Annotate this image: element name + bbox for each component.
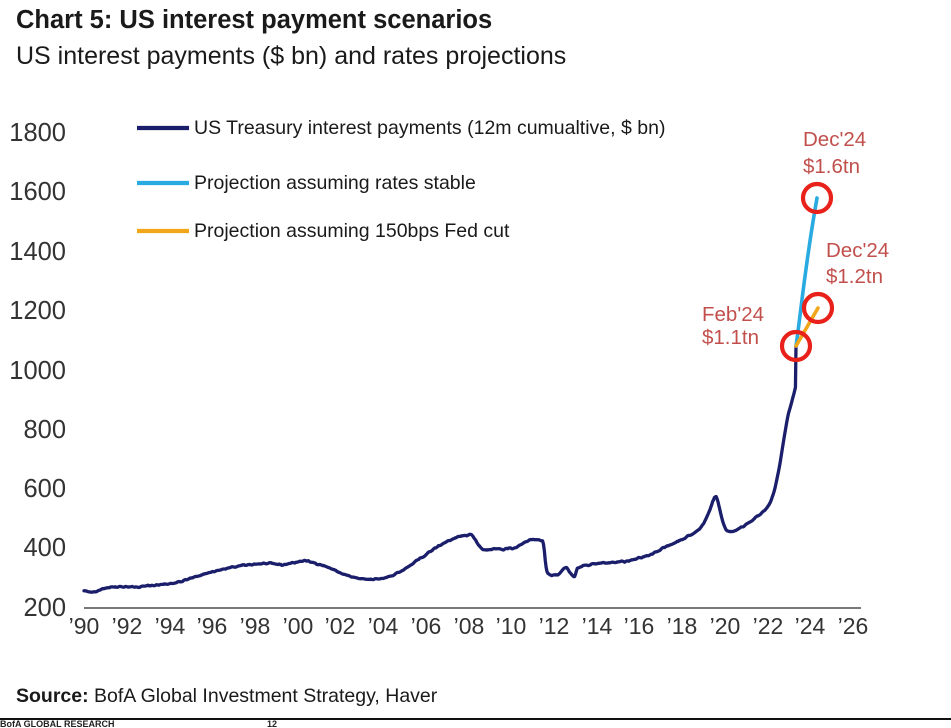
svg-text:800: 800 (23, 416, 66, 444)
svg-text:’98: ’98 (240, 613, 271, 639)
svg-text:’08: ’08 (454, 613, 485, 639)
svg-text:’94: ’94 (155, 613, 186, 639)
svg-text:’06: ’06 (411, 613, 442, 639)
svg-text:’16: ’16 (624, 613, 655, 639)
svg-text:’02: ’02 (325, 613, 356, 639)
svg-text:Projection assuming 150bps Fed: Projection assuming 150bps Fed cut (194, 220, 510, 242)
svg-text:Dec'24: Dec'24 (826, 239, 889, 262)
svg-text:$1.2tn: $1.2tn (826, 265, 883, 288)
svg-text:200: 200 (23, 594, 66, 622)
svg-text:’20: ’20 (710, 613, 741, 639)
svg-text:’24: ’24 (795, 613, 826, 639)
svg-text:600: 600 (23, 475, 66, 503)
svg-text:Dec'24: Dec'24 (803, 128, 866, 151)
svg-text:’12: ’12 (539, 613, 570, 639)
svg-text:’92: ’92 (112, 613, 143, 639)
svg-text:1600: 1600 (9, 178, 66, 206)
svg-text:400: 400 (23, 534, 66, 562)
svg-text:1000: 1000 (9, 357, 66, 385)
svg-text:1800: 1800 (9, 119, 66, 147)
svg-text:’18: ’18 (667, 613, 698, 639)
svg-text:1400: 1400 (9, 238, 66, 266)
svg-text:’14: ’14 (582, 613, 613, 639)
svg-text:$1.6tn: $1.6tn (803, 155, 860, 178)
svg-text:’10: ’10 (496, 613, 527, 639)
svg-text:’96: ’96 (197, 613, 228, 639)
svg-text:’22: ’22 (753, 613, 784, 639)
svg-text:$1.1tn: $1.1tn (702, 326, 759, 349)
svg-text:1200: 1200 (9, 297, 66, 325)
svg-text:’00: ’00 (283, 613, 314, 639)
svg-text:US Treasury interest payments: US Treasury interest payments (12m cumua… (194, 117, 665, 139)
svg-text:’04: ’04 (368, 613, 399, 639)
svg-text:’90: ’90 (69, 613, 100, 639)
svg-text:Projection assuming rates stab: Projection assuming rates stable (194, 172, 476, 194)
svg-text:Feb'24: Feb'24 (702, 303, 764, 326)
svg-text:’26: ’26 (838, 613, 869, 639)
